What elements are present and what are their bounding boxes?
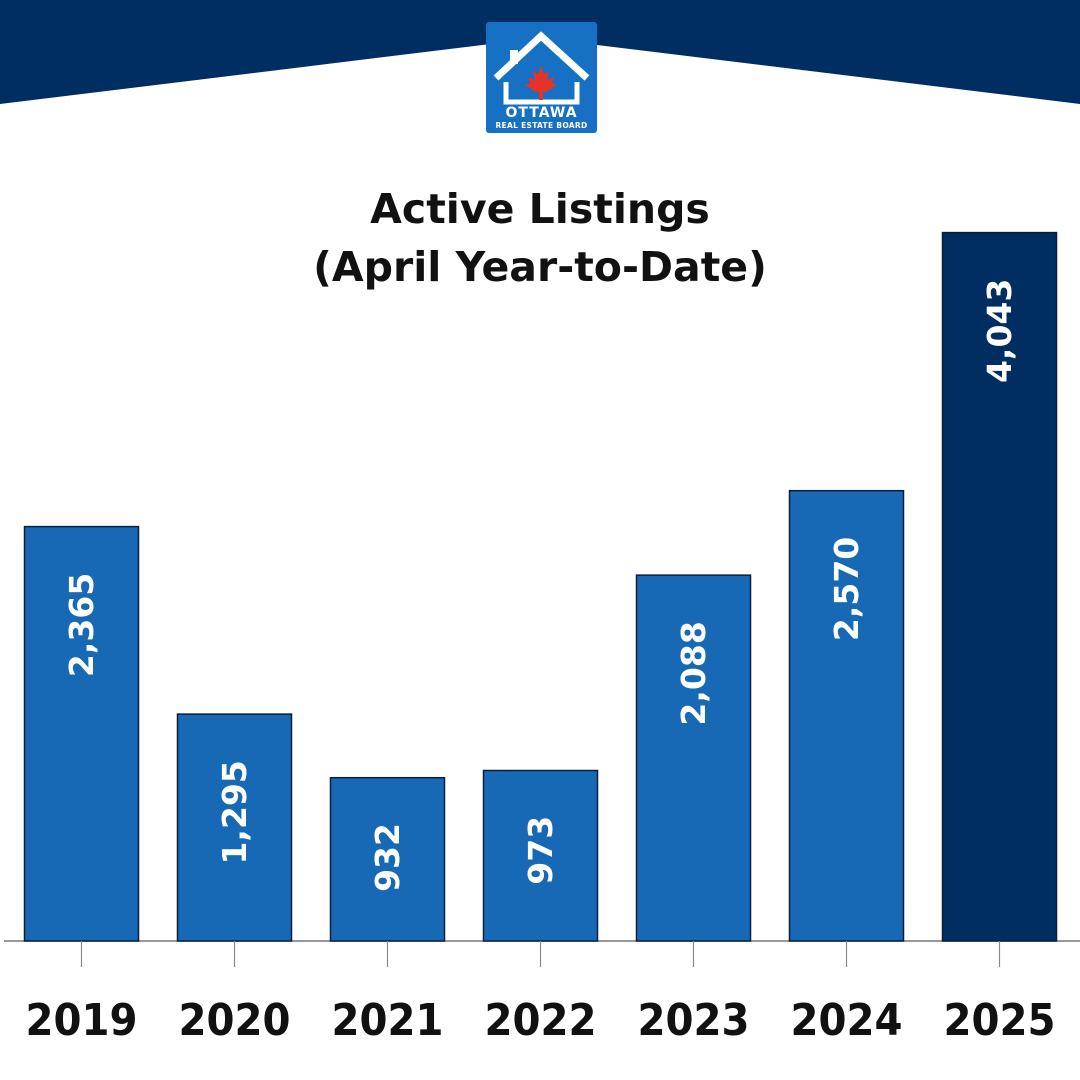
- value-label-2023: 2,088: [674, 621, 713, 725]
- x-tick-label-2025: 2025: [944, 995, 1056, 1046]
- x-tick-label-2024: 2024: [791, 995, 903, 1046]
- header-band: [0, 0, 1080, 104]
- bar-2023: [635, 574, 752, 942]
- house-maple-leaf-icon: [493, 31, 590, 105]
- value-label-2021: 932: [368, 823, 407, 892]
- value-label-2024: 2,570: [827, 537, 866, 641]
- chart-subtitle: (April Year-to-Date): [313, 243, 767, 291]
- bar-2022: [482, 769, 599, 942]
- bar-2025: [941, 231, 1058, 942]
- ottawa-real-estate-board-logo: OTTAWA REAL ESTATE BOARD: [486, 22, 597, 133]
- bar-2024: [788, 489, 905, 942]
- x-tick-label-2023: 2023: [638, 995, 750, 1046]
- logo-wordmark: OTTAWA: [505, 105, 578, 121]
- bar-2020: [176, 713, 293, 942]
- value-label-2020: 1,295: [215, 760, 254, 864]
- bar-2019: [23, 525, 140, 942]
- x-tick-label-2019: 2019: [26, 995, 138, 1046]
- value-label-2022: 973: [521, 816, 560, 885]
- x-tick-label-2020: 2020: [179, 995, 291, 1046]
- x-tick-label-2022: 2022: [485, 995, 597, 1046]
- chart-title-block: Active Listings (April Year-to-Date): [0, 180, 1080, 296]
- x-tick-label-2021: 2021: [332, 995, 444, 1046]
- logo-subwordmark: REAL ESTATE BOARD: [495, 121, 588, 130]
- chart-title: Active Listings: [370, 185, 710, 233]
- value-label-2025: 4,043: [980, 279, 1019, 383]
- value-label-2019: 2,365: [62, 573, 101, 677]
